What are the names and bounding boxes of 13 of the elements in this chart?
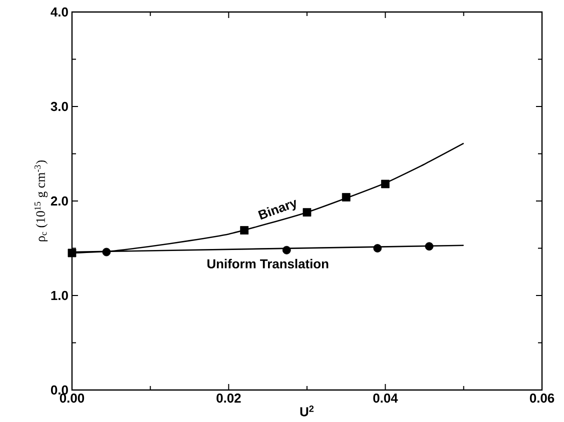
x-axis-title: U$^{2}$ xyxy=(300,406,314,416)
y-axis-title: ρ$_{c}$ (10$^{15}$ g cm$^{-3}$) xyxy=(34,160,48,242)
series-label: Uniform Translation xyxy=(207,258,328,268)
text: Binary xyxy=(258,200,296,220)
y-tick-label: 1.0 xyxy=(51,290,68,300)
x-tick-label: 0.02 xyxy=(216,394,241,403)
x-tick-label: 0.04 xyxy=(373,394,398,403)
y-tick-label: 2.0 xyxy=(50,196,68,206)
y-tick-label: 3.0 xyxy=(50,102,68,112)
x-tick-label: 0.00 xyxy=(60,394,84,403)
x-tick-label: 0.06 xyxy=(530,394,554,403)
y-tick-label: 4.0 xyxy=(50,7,68,17)
y-tick-label: 0.0 xyxy=(50,385,68,395)
